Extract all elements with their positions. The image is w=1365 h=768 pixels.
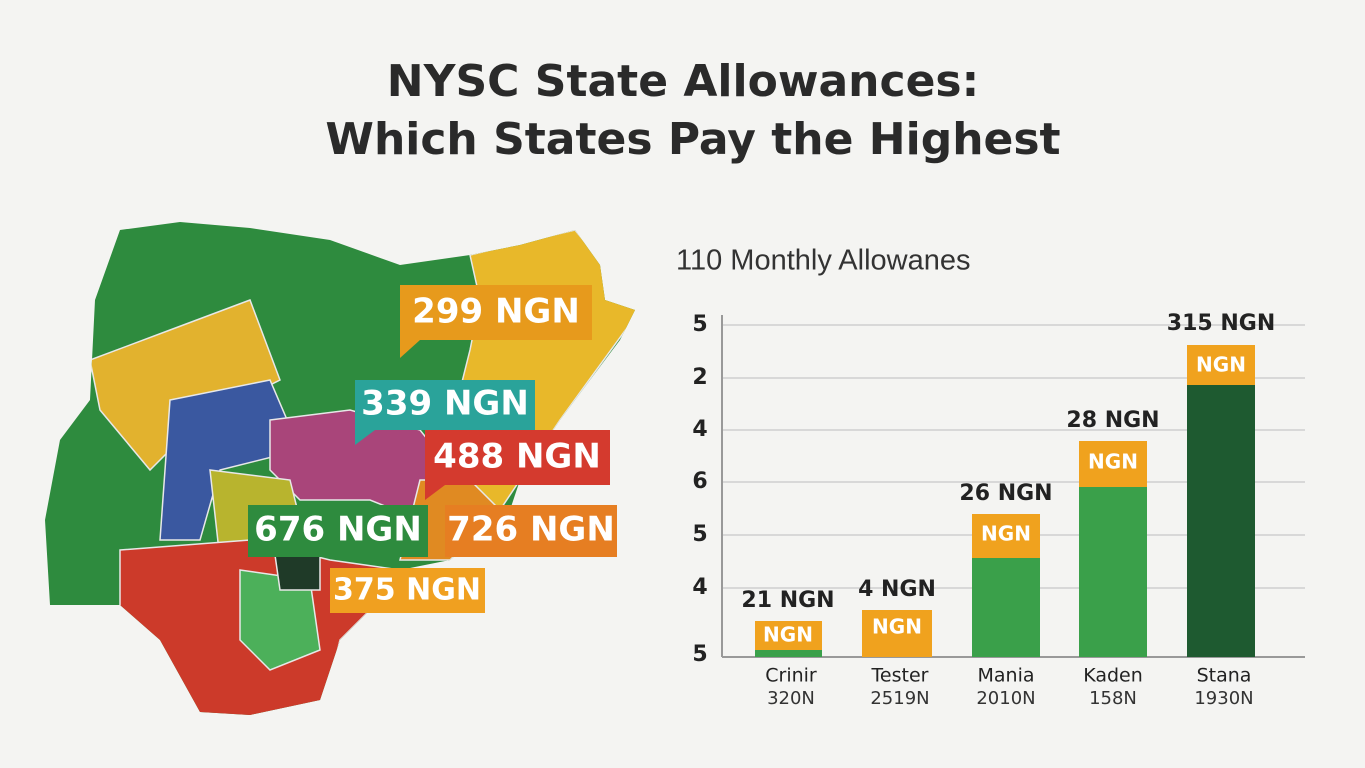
y-label: 5 [692,312,707,337]
bar-tag: NGN [1196,353,1246,377]
bar-chart: 5 2 4 6 5 4 5 NGN 21 NGN NGN 4 NGN NGN 2… [692,311,1305,709]
value-label: 26 NGN [959,481,1052,506]
bar-top [1079,441,1147,488]
bar-tag: NGN [872,615,922,639]
bar-top [755,621,822,651]
map-label: 488 NGN [433,437,601,477]
callout [355,380,535,430]
map-callouts: 299 NGN 339 NGN 488 NGN 676 NGN 726 NGN … [248,285,617,613]
value-label: 4 NGN [858,577,936,602]
value-label: 28 NGN [1066,408,1159,433]
category-sub: 1930N [1194,688,1253,709]
bar-tag: NGN [763,623,813,647]
category-sub: 320N [767,688,815,709]
y-label: 6 [692,469,707,494]
chart-subtitle: 110 Monthly Allowanes [676,245,970,277]
bar [972,558,1040,657]
bar-top [1187,345,1255,386]
bar [755,650,822,657]
map-label: 726 NGN [447,510,615,550]
category-sub: 2519N [870,688,929,709]
category-label: Mania [978,665,1035,687]
bar-tag: NGN [1088,450,1138,474]
map-label: 339 NGN [361,384,529,424]
category-sub: 158N [1089,688,1137,709]
title-line: NYSC State Allowances: [387,56,979,107]
map-label: 299 NGN [412,292,580,332]
category-label: Crinir [765,665,817,687]
category-sub: 2010N [976,688,1035,709]
callout [400,285,592,340]
y-label: 4 [692,575,707,600]
bar [1187,385,1255,657]
category-label: Stana [1197,665,1252,687]
callout [330,568,485,613]
title-line: Which States Pay the Highest [325,114,1060,165]
y-label: 5 [692,642,707,667]
callout [445,505,617,557]
value-label: 21 NGN [741,588,834,613]
map-label: 676 NGN [254,510,422,550]
bar-top [972,514,1040,559]
category-label: Tester [871,665,929,687]
category-label: Kaden [1083,665,1143,687]
value-label: 315 NGN [1167,311,1275,336]
callout [425,430,610,485]
y-label: 5 [692,522,707,547]
bar-tag: NGN [981,522,1031,546]
bar [1079,487,1147,657]
y-label: 4 [692,417,707,442]
y-label: 2 [692,365,707,390]
map-label: 375 NGN [333,573,481,608]
callout [248,505,428,557]
bar-top [862,610,932,657]
